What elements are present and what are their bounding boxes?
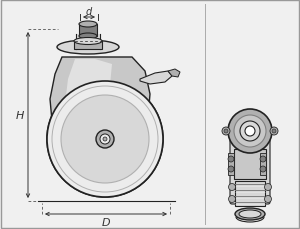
Bar <box>228 153 234 175</box>
Bar <box>79 25 97 37</box>
Circle shape <box>265 196 272 203</box>
Circle shape <box>224 129 228 134</box>
Circle shape <box>228 156 234 162</box>
Text: D: D <box>102 217 110 227</box>
Ellipse shape <box>235 208 265 220</box>
Circle shape <box>240 121 260 141</box>
Circle shape <box>245 126 255 136</box>
Circle shape <box>260 166 266 172</box>
Circle shape <box>228 109 272 153</box>
Circle shape <box>272 129 276 134</box>
Bar <box>74 42 102 50</box>
Bar <box>260 153 266 175</box>
Polygon shape <box>65 60 112 139</box>
Circle shape <box>61 95 149 183</box>
Bar <box>234 149 266 179</box>
Circle shape <box>222 128 230 135</box>
Bar <box>235 181 265 206</box>
Circle shape <box>47 82 163 197</box>
Circle shape <box>52 87 158 192</box>
Circle shape <box>103 137 107 141</box>
Circle shape <box>265 184 272 191</box>
Circle shape <box>96 131 114 148</box>
Circle shape <box>47 82 163 197</box>
Polygon shape <box>140 72 172 85</box>
Bar <box>76 35 100 50</box>
Circle shape <box>229 184 236 191</box>
Circle shape <box>234 115 266 147</box>
Circle shape <box>52 87 158 192</box>
Circle shape <box>228 109 272 153</box>
Circle shape <box>100 134 110 144</box>
Circle shape <box>103 137 107 141</box>
Circle shape <box>229 196 236 203</box>
Text: d: d <box>86 7 92 17</box>
Ellipse shape <box>57 41 119 55</box>
Ellipse shape <box>79 34 97 40</box>
FancyBboxPatch shape <box>230 125 270 204</box>
Ellipse shape <box>74 38 102 45</box>
Circle shape <box>260 156 266 162</box>
Polygon shape <box>50 58 150 141</box>
Text: H: H <box>16 111 24 120</box>
Circle shape <box>61 95 149 183</box>
Ellipse shape <box>79 22 97 28</box>
Circle shape <box>270 128 278 135</box>
Circle shape <box>100 134 110 144</box>
Circle shape <box>96 131 114 148</box>
Ellipse shape <box>239 210 261 218</box>
Circle shape <box>228 166 234 172</box>
Polygon shape <box>168 70 180 78</box>
